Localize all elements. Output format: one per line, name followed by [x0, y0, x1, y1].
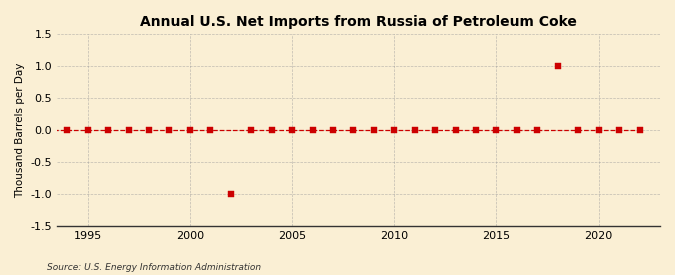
Y-axis label: Thousand Barrels per Day: Thousand Barrels per Day — [15, 62, 25, 198]
Title: Annual U.S. Net Imports from Russia of Petroleum Coke: Annual U.S. Net Imports from Russia of P… — [140, 15, 577, 29]
Text: Source: U.S. Energy Information Administration: Source: U.S. Energy Information Administ… — [47, 263, 261, 272]
